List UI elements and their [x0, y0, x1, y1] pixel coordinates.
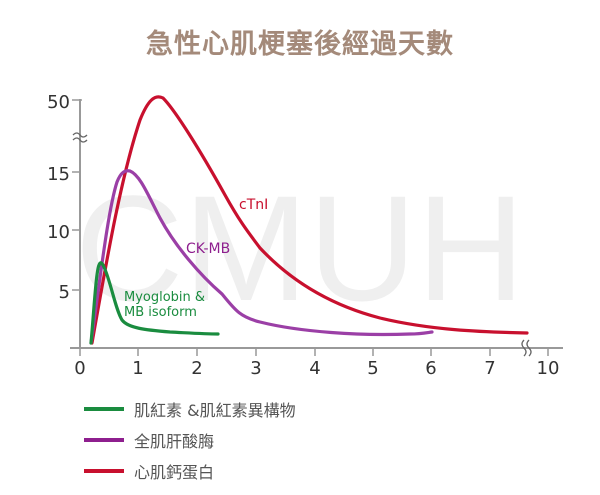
y-tick-50: 50 [47, 92, 70, 113]
myoglobin-label-line1: Myoglobin & [124, 290, 205, 305]
series-myoglobin-line [89, 261, 220, 345]
series-ctni-line [90, 95, 529, 345]
watermark: CMUH [75, 164, 525, 332]
myoglobin-label-line2: MB isoform [124, 305, 197, 320]
x-tick-6: 6 [425, 358, 436, 379]
x-tick-0: 0 [74, 358, 85, 379]
y-tick-5: 5 [59, 282, 70, 303]
legend-label: 心肌鈣蛋白 [134, 462, 215, 482]
x-axis: 0 1 2 3 4 5 6 7 10 [70, 339, 563, 379]
y-axis-break-icon [72, 132, 88, 143]
legend-item-ckmb: 全肌肝酸脢 [84, 424, 296, 455]
y-tick-10: 10 [47, 222, 70, 243]
y-axis: 50 15 10 5 [47, 92, 88, 349]
x-tick-7: 7 [484, 358, 495, 379]
x-tick-2: 2 [191, 358, 202, 379]
ckmb-label: CK-MB [186, 241, 230, 257]
chart-title: 急性心肌梗塞後經過天數 [146, 29, 454, 60]
x-axis-break-icon [521, 339, 532, 357]
legend-item-myoglobin: 肌紅素 &肌紅素異構物 [84, 393, 296, 424]
x-tick-5: 5 [367, 358, 378, 379]
ctni-label: cTnI [239, 197, 268, 213]
y-tick-15: 15 [47, 164, 70, 185]
legend-swatch-green [84, 406, 124, 411]
legend: 肌紅素 &肌紅素異構物 全肌肝酸脢 心肌鈣蛋白 [84, 393, 296, 486]
x-tick-3: 3 [250, 358, 261, 379]
legend-label: 肌紅素 &肌紅素異構物 [134, 400, 296, 420]
legend-swatch-purple [84, 437, 124, 442]
x-tick-1: 1 [132, 358, 143, 379]
legend-item-ctni: 心肌鈣蛋白 [84, 455, 296, 486]
x-tick-10: 10 [537, 358, 560, 379]
series-ckmb-line [89, 169, 434, 345]
legend-swatch-red [84, 468, 124, 473]
x-tick-4: 4 [309, 358, 320, 379]
legend-label: 全肌肝酸脢 [134, 431, 215, 451]
